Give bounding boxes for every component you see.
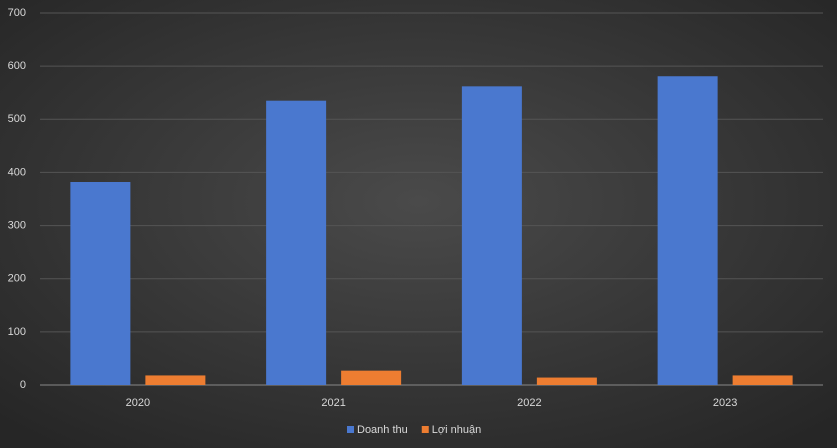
y-tick-label: 600: [8, 60, 26, 72]
legend-swatch: [347, 426, 354, 433]
bar: [536, 377, 597, 385]
y-tick-label: 0: [20, 379, 26, 391]
bar: [145, 375, 206, 385]
x-tick-label: 2023: [713, 397, 737, 409]
bar: [70, 181, 131, 385]
bar: [732, 375, 793, 385]
bar: [341, 370, 402, 385]
y-tick-label: 700: [8, 7, 26, 19]
y-tick-label: 500: [8, 113, 26, 125]
x-tick-label: 2021: [321, 397, 345, 409]
legend-swatch: [421, 426, 429, 433]
legend-label: Lợi nhuận: [432, 424, 481, 436]
bar: [461, 86, 522, 385]
y-tick-label: 100: [8, 326, 26, 338]
y-tick-label: 400: [8, 166, 26, 178]
y-tick-label: 200: [8, 273, 26, 285]
x-tick-label: 2022: [517, 397, 541, 409]
legend-label: Doanh thu: [357, 424, 408, 436]
y-tick-label: 300: [8, 219, 26, 231]
bar: [266, 100, 327, 385]
bar: [657, 76, 718, 386]
x-tick-label: 2020: [126, 397, 150, 409]
